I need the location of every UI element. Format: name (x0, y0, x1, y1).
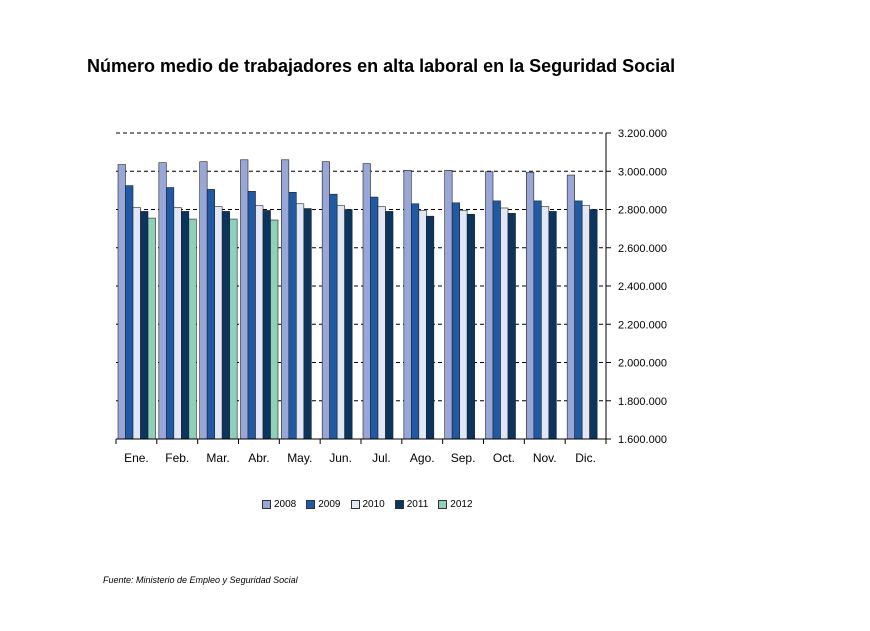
bar-2009-may (288, 191, 297, 440)
y-tick-label: 2.000.000 (618, 358, 667, 370)
x-tick-label: Mar. (206, 451, 229, 465)
bar-2011-may (303, 208, 312, 440)
legend-swatch (306, 500, 316, 509)
gridlines (116, 132, 606, 402)
bar-2009-mar (206, 189, 215, 440)
y-tick-label: 1.800.000 (618, 396, 667, 408)
bar-2012-mar (229, 218, 238, 440)
bar-2010-sep (459, 210, 468, 440)
y-tick-label: 3.000.000 (618, 166, 667, 178)
x-tick-label: Abr. (248, 451, 269, 465)
legend-label: 2011 (406, 499, 429, 510)
bars (117, 159, 598, 440)
bar-2010-abr (255, 205, 264, 440)
legend-item-2009: 2009 (306, 499, 341, 510)
bar-2008-mar (199, 161, 208, 440)
bar-2008-ago (403, 169, 412, 440)
y-tick-label: 1.600.000 (618, 434, 667, 446)
bar-2011-ene (140, 211, 149, 440)
bar-2009-dic (574, 200, 583, 440)
legend-label: 2012 (450, 499, 473, 510)
bar-2010-ago (418, 210, 427, 440)
y-tick-label: 2.400.000 (618, 281, 667, 293)
bar-2010-jun (336, 205, 345, 440)
x-tick-label: Ago. (410, 451, 435, 465)
bar-2008-abr (240, 159, 249, 440)
y-tick-label: 2.600.000 (618, 243, 667, 255)
bar-2010-mar (214, 206, 223, 440)
y-tick-label: 3.200.000 (618, 128, 667, 140)
legend-item-2008: 2008 (262, 499, 296, 510)
bar-2008-sep (444, 169, 453, 440)
bar-2008-may (281, 159, 290, 440)
bar-2009-ene (125, 185, 134, 440)
x-tick-label: Jul. (372, 451, 391, 465)
legend-label: 2009 (318, 499, 341, 510)
bar-2011-dic (589, 209, 598, 440)
bar-2010-ene (132, 207, 141, 440)
legend-swatch (262, 500, 271, 509)
y-tick-label: 2.200.000 (618, 319, 667, 331)
bar-2011-feb (181, 211, 190, 440)
bar-2011-jun (344, 209, 353, 440)
bar-2009-feb (166, 187, 175, 440)
y-tick-label: 2.800.000 (618, 205, 667, 217)
bar-2012-ene (147, 217, 156, 440)
bar-2010-may (296, 203, 305, 440)
x-tick-label: Nov. (533, 451, 557, 465)
bar-2010-oct (500, 207, 509, 440)
legend-swatch (350, 500, 360, 509)
bar-2009-jun (329, 193, 338, 440)
bar-2008-nov (526, 171, 535, 440)
bar-2010-feb (173, 207, 182, 440)
x-tick-label: May. (287, 451, 312, 465)
bar-2010-nov (541, 206, 550, 440)
bar-2009-ago (411, 203, 420, 440)
legend-label: 2010 (362, 499, 385, 510)
bar-2008-jun (321, 161, 330, 440)
source-note: Fuente: Ministerio de Empleo y Seguridad… (103, 575, 298, 585)
bar-2011-abr (262, 210, 271, 440)
legend: 2008 2009 2010 2011 2012 (262, 499, 473, 510)
x-tick-label: Dic. (575, 451, 596, 465)
legend-swatch (394, 500, 404, 509)
chart-title: Número medio de trabajadores en alta lab… (87, 56, 676, 76)
bar-2012-abr (270, 219, 279, 440)
bar-2011-sep (466, 213, 475, 440)
x-tick-label: Sep. (451, 451, 476, 465)
x-tick-label: Ene. (124, 451, 149, 465)
bar-2008-jul (362, 163, 371, 440)
bar-2011-ago (426, 215, 435, 440)
bar-2010-dic (581, 205, 590, 440)
bar-2009-oct (492, 200, 501, 440)
bar-2008-feb (158, 162, 167, 440)
bar-2011-oct (507, 213, 516, 440)
bar-2011-jul (385, 211, 394, 440)
bar-2009-nov (533, 200, 542, 440)
bar-2009-sep (451, 202, 460, 440)
bar-2008-dic (566, 174, 575, 440)
bar-2011-nov (548, 211, 557, 440)
bar-2010-jul (377, 206, 386, 440)
bar-2011-mar (221, 211, 230, 440)
legend-label: 2008 (274, 499, 297, 510)
bar-2009-jul (370, 196, 379, 440)
legend-item-2010: 2010 (350, 499, 385, 510)
x-tick-label: Jun. (329, 451, 352, 465)
bar-2009-abr (247, 191, 256, 440)
x-tick-label: Feb. (165, 451, 189, 465)
x-tick-label: Oct. (493, 451, 515, 465)
legend-swatch (438, 500, 448, 509)
bar-2012-feb (188, 218, 197, 440)
bar-2008-oct (485, 171, 494, 440)
axes: 1.600.000 1.800.000 2.000.000 2.200.000 2.40… (115, 128, 667, 465)
legend-item-2012: 2012 (438, 499, 473, 510)
bar-2008-ene (117, 164, 126, 440)
legend-item-2011: 2011 (394, 499, 429, 510)
